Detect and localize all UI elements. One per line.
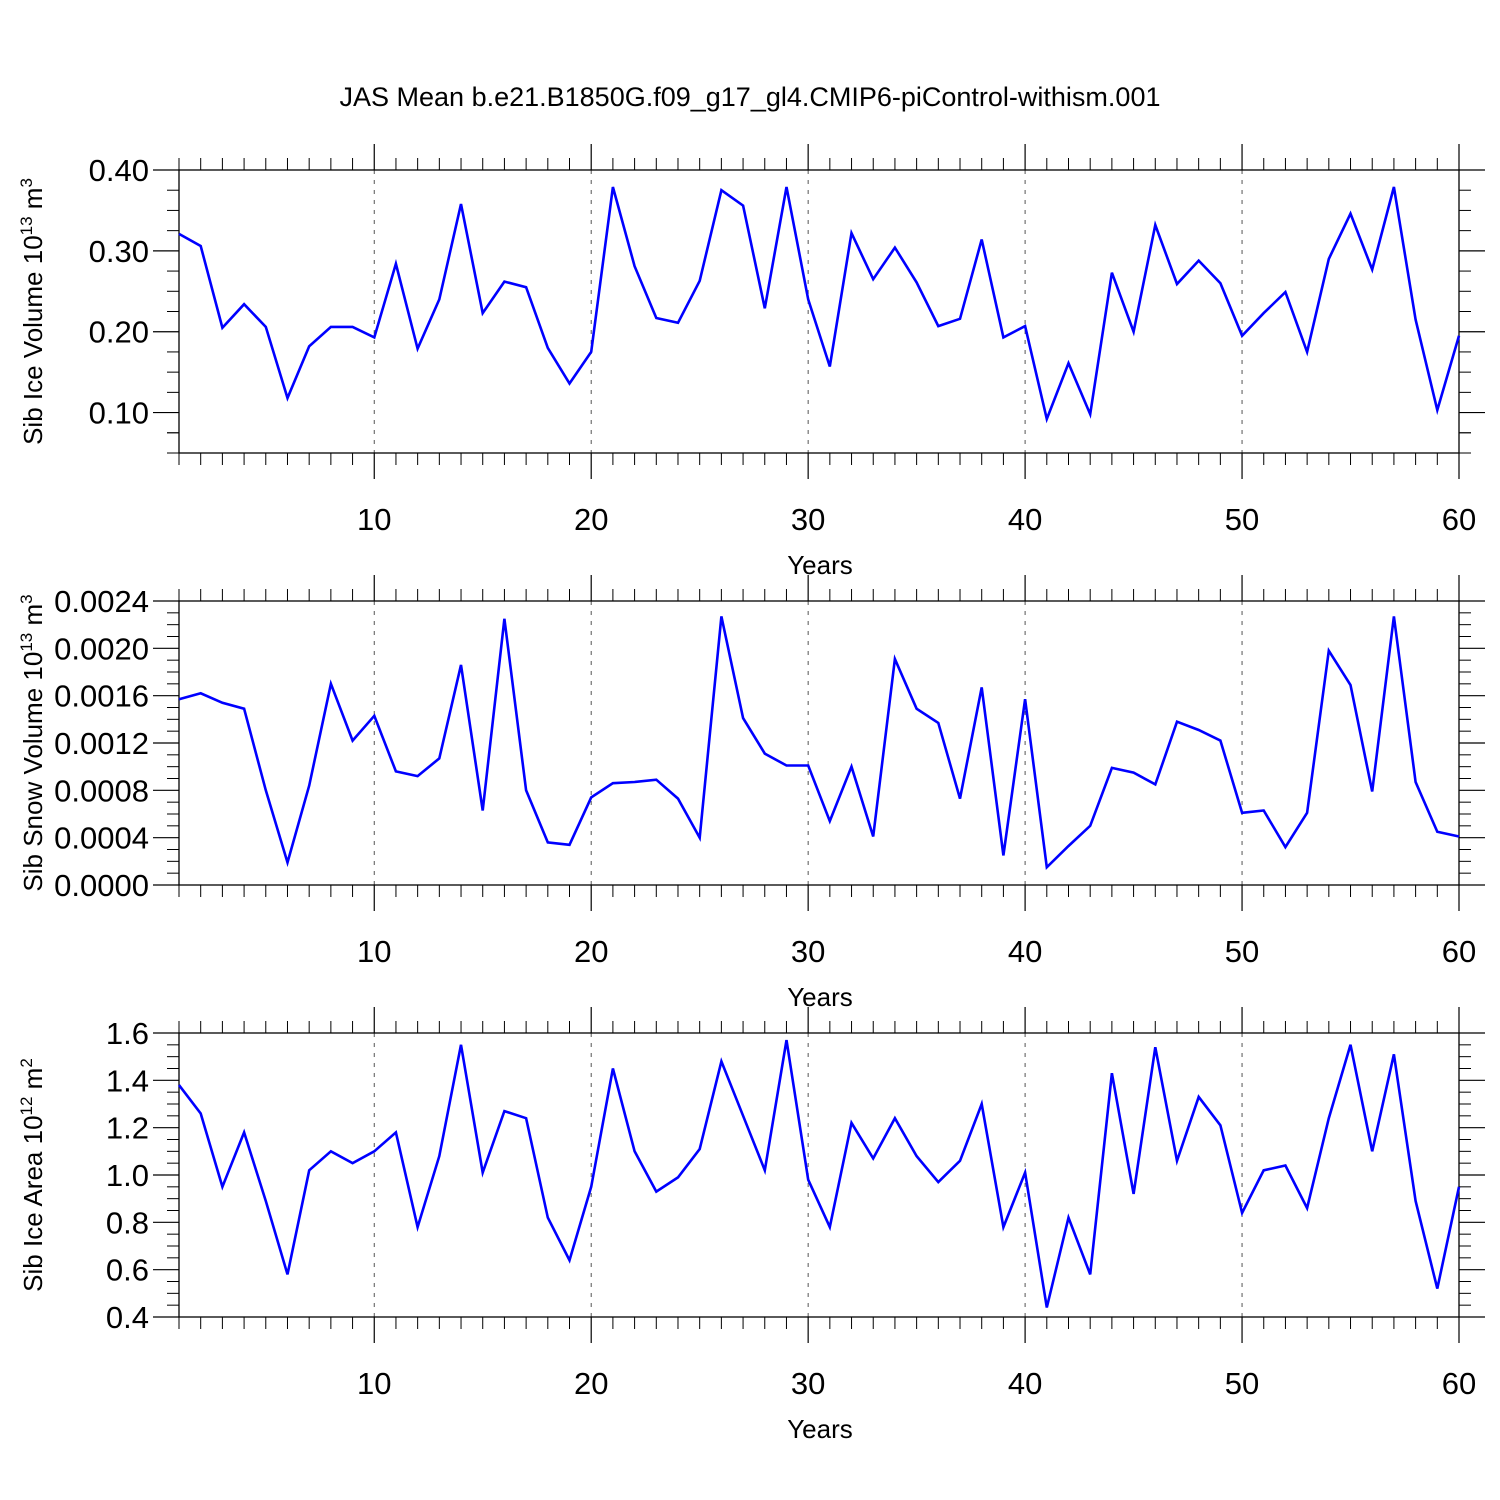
x-tick-label: 10 bbox=[357, 502, 391, 537]
x-tick-label: 60 bbox=[1442, 502, 1476, 537]
plot-frame bbox=[178, 600, 1460, 886]
x-axis-label: Years bbox=[787, 550, 853, 580]
x-axis-label: Years bbox=[787, 982, 853, 1012]
x-tick-label: 10 bbox=[357, 934, 391, 969]
x-tick-label: 50 bbox=[1225, 934, 1259, 969]
x-tick-label: 40 bbox=[1008, 502, 1042, 537]
y-tick-label: 0.0004 bbox=[54, 821, 149, 856]
y-tick-label: 1.0 bbox=[106, 1158, 149, 1193]
y-axis-label: Sib Ice Area 1012 m2 bbox=[17, 1058, 48, 1292]
y-tick-label: 1.4 bbox=[106, 1063, 149, 1098]
x-tick-label: 30 bbox=[791, 934, 825, 969]
y-tick-label: 0.0000 bbox=[54, 868, 149, 903]
y-tick-label: 0.6 bbox=[106, 1253, 149, 1288]
series-line bbox=[178, 186, 1461, 424]
x-tick-label: 20 bbox=[574, 934, 608, 969]
y-tick-label: 0.40 bbox=[89, 153, 149, 188]
panel-2: 10 20 30 40 50 60 0.0000 0.0004 0.0008 0.0012 0.00… bbox=[17, 575, 1485, 1012]
y-tick-label: 1.2 bbox=[106, 1111, 149, 1146]
x-tick-label: 40 bbox=[1008, 934, 1042, 969]
plot-frame bbox=[178, 1032, 1460, 1318]
x-axis-label: Years bbox=[787, 1414, 853, 1444]
y-tick-label: 0.30 bbox=[89, 234, 149, 269]
x-tick-label: 20 bbox=[574, 502, 608, 537]
y-tick-label: 0.8 bbox=[106, 1205, 149, 1240]
y-axis-label: Sib Snow Volume 1013 m3 bbox=[17, 594, 48, 891]
y-tick-label: 0.10 bbox=[89, 396, 149, 431]
y-tick-label: 0.4 bbox=[106, 1300, 149, 1335]
y-tick-label: 0.0008 bbox=[54, 773, 149, 808]
x-tick-label: 10 bbox=[357, 1366, 391, 1401]
x-tick-label: 40 bbox=[1008, 1366, 1042, 1401]
x-tick-label: 50 bbox=[1225, 1366, 1259, 1401]
panel-3: 10 20 30 40 50 60 0.4 0.6 0.8 1.0 1.2 1.4 1.6 Years Si… bbox=[17, 1007, 1485, 1444]
series-line bbox=[177, 1039, 1461, 1308]
panels: 10 20 30 40 50 60 0.10 0.20 0.30 0.40 Years Sib Ice… bbox=[17, 144, 1485, 1444]
x-tick-label: 50 bbox=[1225, 502, 1259, 537]
x-tick-label: 30 bbox=[791, 1366, 825, 1401]
x-tick-label: 60 bbox=[1442, 1366, 1476, 1401]
figure-title: JAS Mean b.e21.B1850G.f09_g17_gl4.CMIP6-… bbox=[340, 82, 1161, 112]
y-tick-label: 0.0020 bbox=[54, 631, 149, 666]
series-line bbox=[178, 616, 1460, 871]
y-tick-label: 1.6 bbox=[106, 1016, 149, 1051]
plot-frame bbox=[178, 169, 1460, 454]
y-tick-label: 0.0016 bbox=[54, 679, 149, 714]
x-tick-label: 30 bbox=[791, 502, 825, 537]
y-axis-label: Sib Ice Volume 1013 m3 bbox=[17, 178, 48, 445]
y-tick-label: 0.20 bbox=[89, 315, 149, 350]
panel-1: 10 20 30 40 50 60 0.10 0.20 0.30 0.40 Years Sib Ice… bbox=[17, 144, 1485, 580]
y-tick-label: 0.0012 bbox=[54, 726, 149, 761]
x-tick-label: 60 bbox=[1442, 934, 1476, 969]
y-tick-label: 0.0024 bbox=[54, 584, 149, 619]
x-tick-label: 20 bbox=[574, 1366, 608, 1401]
